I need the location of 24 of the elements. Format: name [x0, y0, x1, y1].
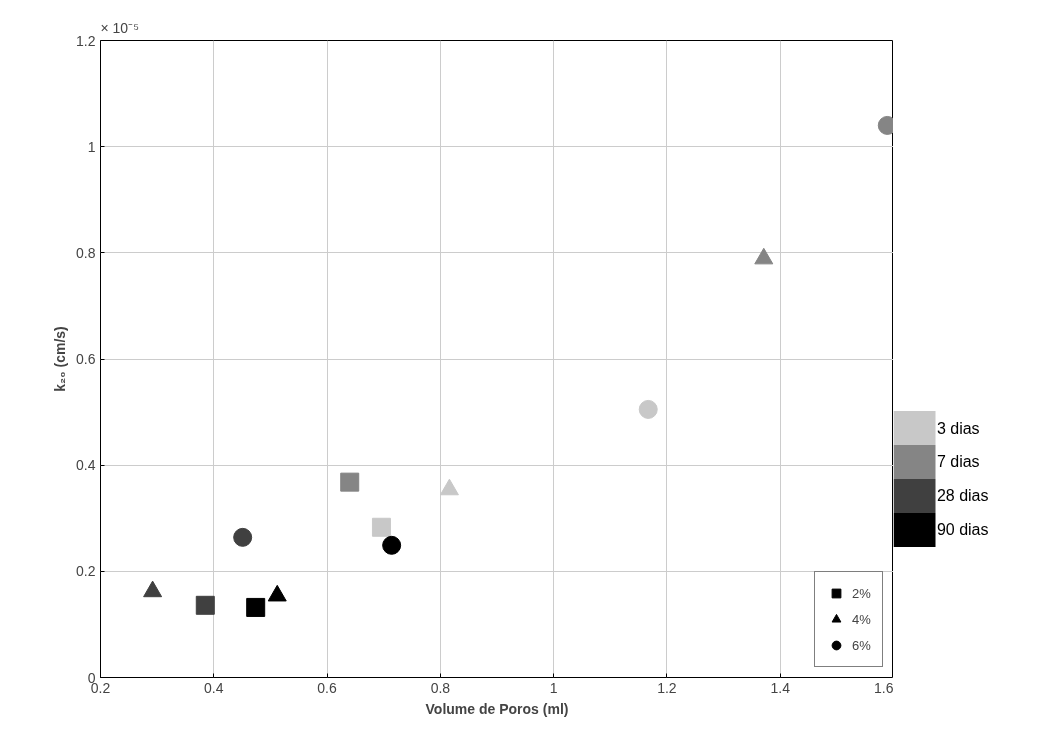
legend-label: 4% [852, 611, 872, 627]
x-tick-label: 1.4 [770, 679, 791, 696]
legend-label: 6% [852, 637, 872, 653]
category-label: 90 dias [936, 521, 989, 539]
y-tick-label: 0.4 [76, 457, 96, 474]
y-tick-label: 1.2 [76, 32, 96, 49]
text: × 10⁻⁵ [100, 19, 139, 36]
x-tick-label: 1.2 [657, 679, 677, 696]
y-tick-label: 0.2 [76, 563, 96, 580]
legend-label: 2% [852, 585, 872, 601]
point [340, 472, 360, 492]
y-axis-title: k₂₀ (cm/s) [52, 326, 69, 392]
y-tick-label: 1 [87, 138, 96, 155]
y-tick-label: 0.8 [76, 244, 96, 261]
x-tick-label: 1.6 [874, 679, 894, 696]
category-label: 28 dias [936, 487, 989, 505]
x-tick-label: 0.8 [430, 679, 451, 696]
x-tick-label: 1 [549, 679, 558, 696]
x-tick-label: 0.4 [204, 679, 224, 696]
category-label: 7 dias [936, 453, 980, 471]
y-tick-label: 0.6 [76, 351, 96, 367]
x-tick-label: 0.6 [317, 679, 338, 696]
category-label: 3 dias [936, 419, 980, 437]
x-axis-title: Volume de Poros (ml) [425, 700, 569, 717]
